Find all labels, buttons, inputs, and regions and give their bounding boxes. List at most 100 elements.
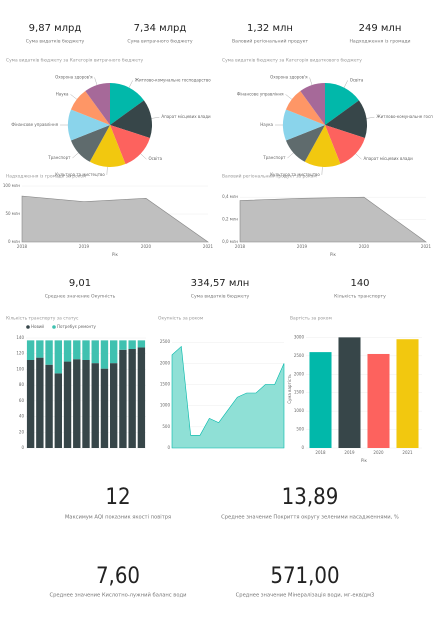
card-value: 7,34 млрд [134,23,187,34]
leader-line [309,77,313,86]
area [239,196,427,243]
slice-label: Фінансове управління [11,122,58,127]
y-tick-label: 1000 [160,403,171,408]
chart-title: Сума видатків бюджету за Категорія видат… [222,57,362,64]
y-tick-label: 2000 [294,371,305,376]
y-tick-label: 1500 [160,382,171,387]
slice-label: Освіта [148,156,162,161]
card-label: Валовий регіональний продукт [232,38,308,45]
pie-slice [70,91,110,125]
x-tick-label: 2019 [344,450,355,455]
x-tick-label: 2021 [203,244,214,249]
leader-line [355,153,362,160]
leader-line [343,80,348,88]
y-tick-label: 500 [162,424,170,429]
bar-segment [91,363,99,448]
x-tick-label: 2018 [17,244,28,249]
bar-segment [119,340,127,350]
slice-label: Апарат місцевих влади [161,114,211,119]
y-tick-label: 2500 [294,353,305,358]
y-tick-label: 1000 [294,408,305,413]
y-tick-label: 2500 [160,339,171,344]
chart-title: Окупність за роком [158,316,203,322]
card-value: 9,87 млрд [29,23,82,34]
slice-label: Фінансове управління [237,91,284,96]
leader-line [285,94,292,100]
y-tick-label: 0,2 млн [222,217,238,222]
bar-segment [119,349,127,448]
bar-segment [100,340,109,369]
chart-title: Сума видатків бюджету за Категорія витра… [6,57,143,64]
card-value: 249 млн [359,23,402,34]
x-tick-label: 2021 [421,244,432,249]
slice-label: Житлово-комунальне господарство [376,114,433,119]
area [21,195,209,243]
pie-slice [325,100,367,138]
y-tick-label: 3000 [294,334,305,339]
pie-slice [70,125,110,162]
card-value: 571,00 [270,564,339,589]
pie-slice [325,125,365,165]
bar-segment [63,361,72,448]
card-label: Среднее значение Окупність [45,294,116,300]
x-tick-label: 2020 [373,450,384,455]
x-tick-label: 2020 [359,244,370,249]
leader-line [140,153,147,160]
slice-label: Транспорт [47,155,71,160]
pie-slice [89,125,126,167]
y-tick-label: 120 [16,351,24,356]
y-tick-label: 0 [21,445,24,450]
bar-segment [63,340,72,362]
slice-label: Охорона здоров'я [270,74,308,79]
leader-line [94,77,98,86]
y-tick-label: 80 [19,382,25,387]
bar-segment [26,340,35,360]
card-label: Сума витрачного бюджету [127,39,192,45]
x-axis-label: Рік [330,252,337,257]
bar [396,339,419,448]
chart-title: Кількість транспорту за статус [6,316,79,322]
leader-line [128,80,133,88]
y-tick-label: 2000 [160,360,171,365]
bar [367,353,390,448]
y-tick-label: 50 млн [5,211,20,216]
chart-title: Вартість за роком [290,316,332,322]
y-tick-label: 100 млн [3,183,20,188]
bar-segment [26,360,35,448]
card-value: 140 [350,278,369,289]
slice-label: Культура та мистецтво [55,172,105,177]
pie-slice [85,83,110,125]
pie-slice [283,109,325,141]
slice-label: Культура та мистецтво [270,172,320,177]
chart-title: Надходження із громади за роком [6,174,86,180]
y-tick-label: 0 млн [8,239,20,244]
area [171,345,285,449]
pie-slice [300,83,325,125]
x-tick-label: 2018 [235,244,246,249]
pie-slice [285,91,325,125]
bar-segment [110,363,118,448]
pie-slice [110,125,150,165]
y-tick-label: 100 [16,366,24,371]
pie-slice [68,109,110,141]
bar-segment [91,340,99,364]
legend-label: Новий [31,324,44,329]
card-label: Надходження із громади [349,39,410,45]
y-tick-label: 500 [296,427,304,432]
y-tick-label: 0,4 млн [222,194,238,199]
x-tick-label: 2021 [402,450,413,455]
legend-swatch [26,325,30,329]
leader-line [366,116,375,119]
card-label: Среднее значение Покриття округу зеленим… [221,515,399,521]
card-value: 12 [105,485,130,510]
x-tick-label: 2018 [315,450,326,455]
pie-slice [304,125,341,167]
bar-segment [82,360,90,448]
pie-slice [110,100,152,138]
slice-label: Охорона здоров'я [55,74,93,79]
legend-swatch [52,325,56,329]
bar-segment [73,340,81,360]
y-tick-label: 60 [19,398,25,403]
bar [338,337,361,448]
slice-label: Наука [260,122,273,127]
